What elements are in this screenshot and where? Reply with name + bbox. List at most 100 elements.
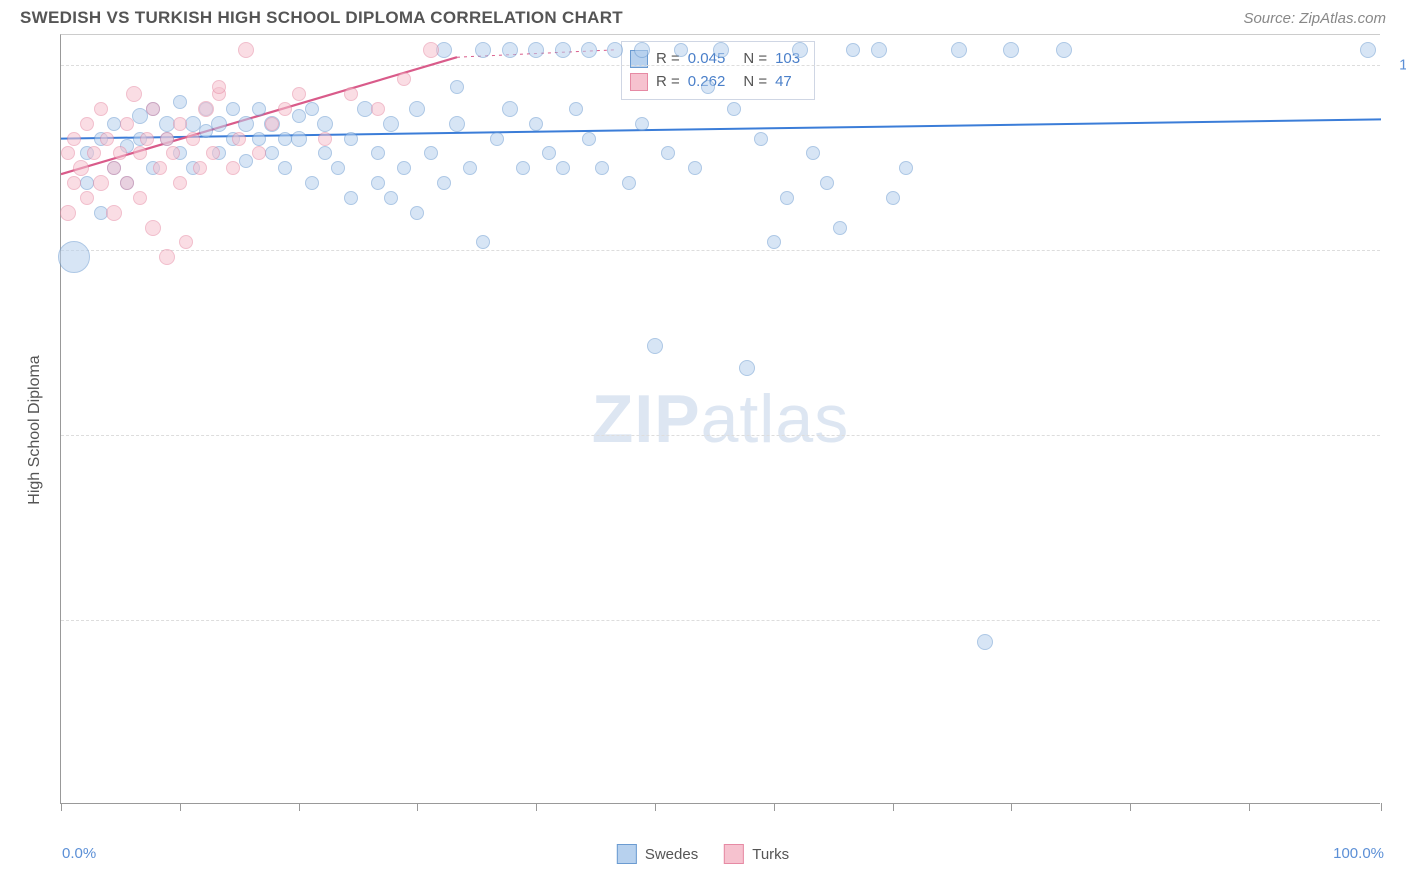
- scatter-point: [622, 176, 636, 190]
- scatter-point: [423, 42, 439, 58]
- scatter-point: [502, 101, 518, 117]
- legend-label: Turks: [752, 846, 789, 863]
- gridline: [61, 250, 1380, 251]
- scatter-point: [265, 146, 279, 160]
- legend-swatch: [617, 844, 637, 864]
- x-axis-min-label: 0.0%: [62, 845, 96, 862]
- chart-header: SWEDISH VS TURKISH HIGH SCHOOL DIPLOMA C…: [0, 0, 1406, 34]
- scatter-point: [226, 102, 240, 116]
- scatter-point: [67, 176, 81, 190]
- scatter-point: [555, 42, 571, 58]
- scatter-point: [754, 132, 768, 146]
- legend-swatch: [724, 844, 744, 864]
- scatter-point: [186, 132, 200, 146]
- scatter-point: [739, 360, 755, 376]
- scatter-point: [232, 132, 246, 146]
- x-tick: [536, 803, 537, 811]
- chart-container: ZIPatlas R =0.045N =103R =0.262N =47 100…: [60, 34, 1386, 804]
- scatter-point: [344, 87, 358, 101]
- scatter-point: [212, 80, 226, 94]
- scatter-point: [61, 146, 75, 160]
- legend-item: Turks: [724, 844, 789, 864]
- scatter-point: [806, 146, 820, 160]
- scatter-point: [674, 43, 688, 57]
- scatter-point: [595, 161, 609, 175]
- x-tick: [1130, 803, 1131, 811]
- scatter-point: [449, 116, 465, 132]
- scatter-point: [80, 117, 94, 131]
- legend-label: Swedes: [645, 846, 698, 863]
- scatter-point: [173, 117, 187, 131]
- scatter-point: [145, 220, 161, 236]
- legend-item: Swedes: [617, 844, 698, 864]
- scatter-point: [292, 109, 306, 123]
- scatter-point: [1360, 42, 1376, 58]
- scatter-point: [146, 102, 160, 116]
- scatter-point: [193, 161, 207, 175]
- scatter-point: [106, 205, 122, 221]
- scatter-point: [344, 191, 358, 205]
- scatter-point: [516, 161, 530, 175]
- y-tick-label: 87.5%: [1390, 241, 1406, 258]
- y-tick-label: 75.0%: [1390, 426, 1406, 443]
- scatter-point: [238, 42, 254, 58]
- scatter-point: [450, 80, 464, 94]
- scatter-plot: ZIPatlas R =0.045N =103R =0.262N =47 100…: [60, 34, 1380, 804]
- scatter-point: [542, 146, 556, 160]
- scatter-point: [846, 43, 860, 57]
- scatter-point: [397, 72, 411, 86]
- scatter-point: [292, 87, 306, 101]
- scatter-point: [713, 42, 729, 58]
- scatter-point: [528, 42, 544, 58]
- scatter-point: [475, 42, 491, 58]
- scatter-point: [67, 132, 81, 146]
- scatter-point: [701, 80, 715, 94]
- scatter-point: [291, 131, 307, 147]
- scatter-point: [529, 117, 543, 131]
- scatter-point: [133, 146, 147, 160]
- scatter-point: [173, 176, 187, 190]
- scatter-point: [80, 191, 94, 205]
- scatter-point: [252, 132, 266, 146]
- scatter-point: [179, 235, 193, 249]
- scatter-point: [581, 42, 597, 58]
- scatter-point: [120, 176, 134, 190]
- chart-title: SWEDISH VS TURKISH HIGH SCHOOL DIPLOMA C…: [20, 8, 623, 28]
- scatter-point: [206, 146, 220, 160]
- scatter-point: [173, 95, 187, 109]
- x-tick: [893, 803, 894, 811]
- scatter-point: [397, 161, 411, 175]
- scatter-point: [153, 161, 167, 175]
- scatter-point: [634, 42, 650, 58]
- scatter-point: [239, 154, 253, 168]
- scatter-point: [424, 146, 438, 160]
- scatter-point: [767, 235, 781, 249]
- scatter-point: [60, 205, 76, 221]
- scatter-point: [133, 191, 147, 205]
- scatter-point: [87, 146, 101, 160]
- scatter-point: [410, 206, 424, 220]
- y-axis-label: High School Diploma: [26, 355, 44, 504]
- scatter-point: [140, 132, 154, 146]
- scatter-point: [211, 116, 227, 132]
- scatter-point: [502, 42, 518, 58]
- stat-n-value: 47: [775, 70, 792, 93]
- scatter-point: [73, 160, 89, 176]
- scatter-point: [252, 146, 266, 160]
- scatter-point: [476, 235, 490, 249]
- gridline: [61, 65, 1380, 66]
- scatter-point: [871, 42, 887, 58]
- scatter-point: [160, 132, 174, 146]
- scatter-point: [463, 161, 477, 175]
- scatter-point: [278, 102, 292, 116]
- watermark: ZIPatlas: [592, 380, 849, 458]
- scatter-point: [126, 86, 142, 102]
- stat-n-label: N =: [743, 47, 767, 70]
- scatter-point: [647, 338, 663, 354]
- scatter-point: [688, 161, 702, 175]
- gridline: [61, 435, 1380, 436]
- scatter-point: [833, 221, 847, 235]
- scatter-point: [569, 102, 583, 116]
- scatter-point: [100, 132, 114, 146]
- scatter-point: [820, 176, 834, 190]
